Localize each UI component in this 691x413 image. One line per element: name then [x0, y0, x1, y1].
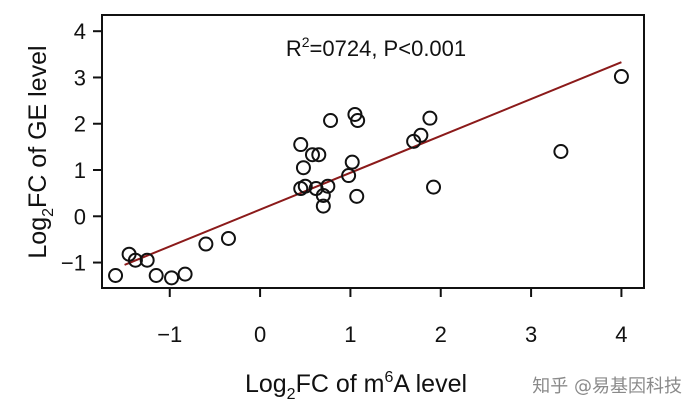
x-axis-title: Log2FC of m6A level [245, 369, 467, 403]
x-tick-label: 0 [254, 322, 266, 347]
y-tick-label: 1 [74, 158, 86, 183]
data-point [349, 188, 365, 204]
x-tick-label: 1 [344, 322, 356, 347]
data-point [164, 270, 180, 286]
stats-annotation: R2=0724, P<0.001 [286, 34, 466, 61]
y-tick-label: 0 [74, 204, 86, 229]
data-point [323, 112, 339, 128]
plot-frame [101, 14, 645, 289]
data-point [344, 154, 360, 170]
watermark-text: 知乎 @易基因科技 [532, 376, 682, 397]
data-point [295, 160, 311, 176]
x-tick-label: 2 [435, 322, 447, 347]
data-point [426, 179, 442, 195]
data-point [304, 147, 320, 163]
data-point [613, 69, 629, 85]
y-tick-label: 3 [74, 65, 86, 90]
data-point [148, 268, 164, 284]
data-point [177, 266, 193, 282]
data-point [311, 147, 327, 163]
data-point [350, 112, 366, 128]
data-point [315, 198, 331, 214]
data-point [320, 178, 336, 194]
data-point [139, 252, 155, 268]
y-tick-label: 2 [74, 112, 86, 137]
data-point [198, 236, 214, 252]
data-point [422, 110, 438, 126]
y-axis-title: Log2FC of GE level [24, 45, 57, 258]
y-tick-label: 4 [74, 19, 86, 44]
y-axis: −1 0 1 2 3 4 [61, 19, 102, 276]
data-point [413, 127, 429, 143]
data-point [297, 178, 313, 194]
data-point [220, 230, 236, 246]
data-point [341, 168, 357, 184]
y-tick-label: −1 [61, 251, 86, 276]
regression-line [124, 61, 622, 266]
data-point [553, 144, 569, 159]
x-tick-label: 3 [525, 322, 537, 347]
data-points [108, 69, 629, 286]
data-point [108, 268, 124, 284]
x-axis: −1 0 1 2 3 4 [157, 288, 628, 347]
data-point [127, 252, 143, 268]
data-point [293, 137, 309, 153]
data-point [315, 187, 331, 203]
x-tick-label: 4 [615, 322, 627, 347]
x-tick-label: −1 [157, 322, 182, 347]
